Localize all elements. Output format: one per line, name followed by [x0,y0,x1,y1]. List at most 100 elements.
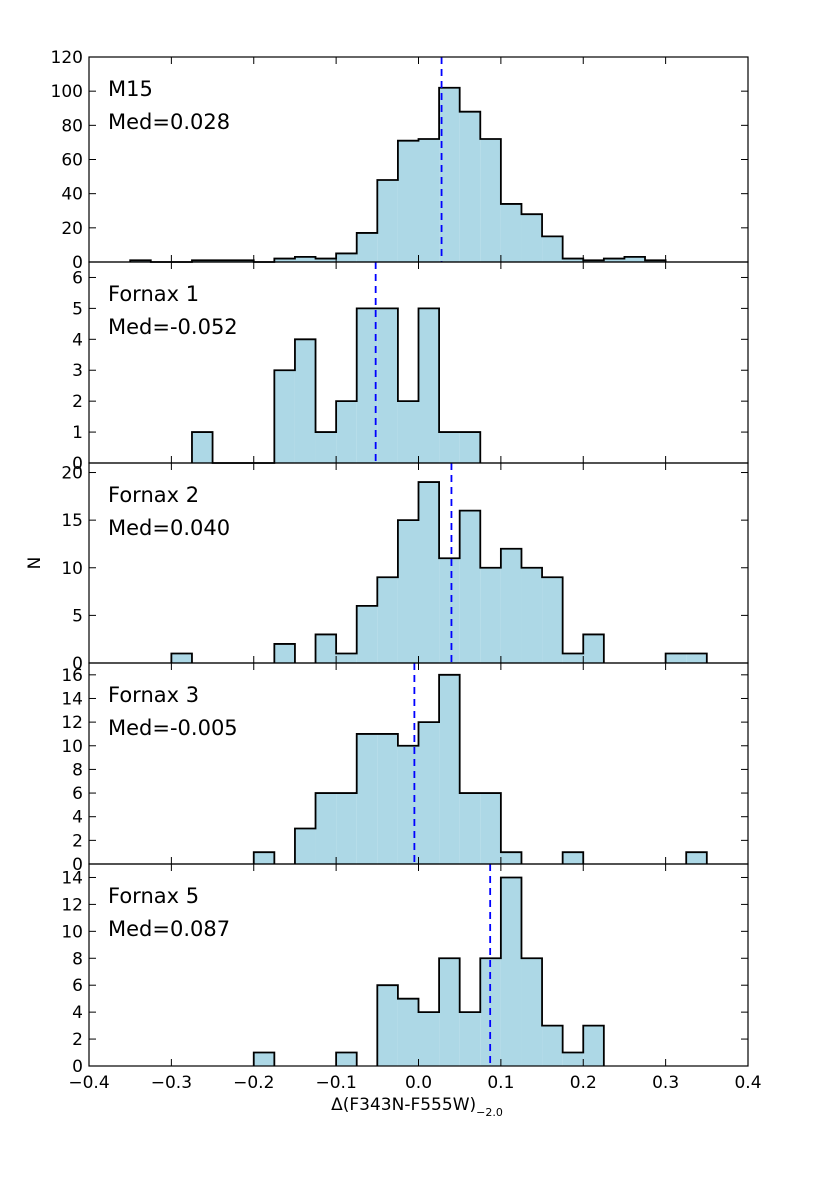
panel-name-label: M15 [108,77,153,101]
histogram-bar [439,432,460,463]
y-tick-label: 4 [72,808,83,828]
histogram-bar [191,432,213,463]
x-axis: −0.4 −0.3 −0.2 −0.1 0.0 0.1 0.2 0.3 0.4 [68,1073,761,1093]
histogram-bar [459,111,481,263]
histogram-bar [315,793,337,864]
x-axis-title-main: Δ(F343N-F555W) [331,1095,476,1115]
histogram-bar [480,139,501,262]
histogram-bar [294,256,316,262]
y-tick-label: 8 [72,949,83,969]
histogram-bar [500,877,522,1066]
histogram-bar [542,1025,563,1066]
panel-fornax-2: 0 5 10 15 20 Fornax 2 Med=0.040 [61,462,749,674]
histogram-bar [336,653,357,663]
histogram-bar [624,256,646,262]
y-tick-label: 2 [72,392,83,412]
y-tick-label: 10 [61,922,83,942]
histogram-bar [274,643,295,663]
y-tick-label: 16 [61,666,83,686]
x-tick-label: −0.1 [315,1073,356,1093]
histogram-bar [583,1025,604,1066]
histogram-bar [686,653,707,663]
median-value-label: Med=0.040 [108,516,230,540]
histogram-bar [459,432,481,463]
y-tick-label: 2 [72,1030,83,1050]
histogram-bar [336,793,357,864]
y-tick-label: 3 [72,361,83,381]
histogram-bar [336,253,357,262]
histogram-outline [252,673,708,864]
y-tick-label: 0 [72,454,83,474]
histogram-bar [439,958,460,1066]
histogram-bar [665,653,687,663]
histogram-bar [521,567,543,663]
y-tick-label: 2 [72,831,83,851]
x-tick-label: 0.4 [734,1073,761,1093]
histogram-bar [521,958,543,1066]
histogram-bar [459,510,481,663]
y-tick-label: 0 [72,253,83,273]
y-tick-label: 40 [61,185,83,205]
histogram-bar [336,1052,357,1066]
y-tick-label: 4 [72,330,83,350]
histogram-bar [480,567,501,663]
y-tick-label: 8 [72,760,83,780]
y-tick-label: 0 [72,654,83,674]
histogram-bar [397,401,419,463]
y-tick-label: 4 [72,1003,83,1023]
histogram-bar [377,577,398,663]
histogram-bar [356,232,378,262]
histogram-bar [686,852,707,864]
panels: 020406080100120M15Med=0.0280123456Fornax… [51,48,749,1077]
histogram-bar [542,577,563,663]
panel-fornax-5: 0 2 4 6 8 10 12 14 Fornax 5 Med=0.087 [61,863,749,1077]
histogram-bar [377,308,398,463]
y-tick-label: 5 [72,606,83,626]
x-tick-label: 0.1 [487,1073,514,1093]
histogram-bar [253,1052,275,1066]
y-tick-label: 12 [61,895,83,915]
y-tick-label: 14 [61,868,83,888]
histogram-bar [583,634,604,663]
y-tick-label: 80 [61,116,83,136]
histogram-bar [418,482,440,663]
histogram-bar [542,236,563,262]
histogram-bar [397,998,419,1066]
histogram-bar [377,733,398,864]
x-tick-label: 0.2 [570,1073,597,1093]
histogram-bar [562,258,584,262]
y-tick-label: 14 [61,689,83,709]
histogram-bar [500,203,522,262]
histogram-bar [521,214,543,262]
histogram-bar [418,139,440,262]
histogram-bar [480,793,501,864]
y-tick-label: 5 [72,299,83,319]
median-value-label: Med=-0.052 [108,315,238,339]
histogram-outline [170,481,708,663]
x-axis-title: Δ(F343N-F555W)−2.0 [331,1095,503,1119]
histogram-bar [418,308,440,463]
panel-m15: 0 20 40 60 80 100 120 M15 Med=0.028 [51,48,749,273]
histogram-bar [274,370,295,463]
histogram-bar [397,745,419,864]
median-value-label: Med=0.087 [108,917,230,941]
histogram-bar [315,258,337,262]
y-tick-label: 20 [61,464,83,484]
panel-name-label: Fornax 1 [108,282,199,306]
x-tick-label: −0.3 [151,1073,192,1093]
histogram-bar [315,432,337,463]
histogram-bar [294,339,316,463]
y-tick-label: 6 [72,976,83,996]
y-tick-label: 15 [61,511,83,531]
histogram-bar [562,852,584,864]
histogram-bar [397,140,419,262]
histogram-bar [377,180,398,262]
y-tick-label: 60 [61,151,83,171]
histogram-bar [439,674,460,864]
histogram-bar [562,653,584,663]
x-tick-label: −0.4 [68,1073,109,1093]
panel-name-label: Fornax 5 [108,884,199,908]
y-axis-title: N [25,557,45,570]
panel-name-label: Fornax 3 [108,683,199,707]
panel-fornax-1: 0 1 2 3 4 5 6 Fornax 1 Med=-0.052 [72,261,749,474]
